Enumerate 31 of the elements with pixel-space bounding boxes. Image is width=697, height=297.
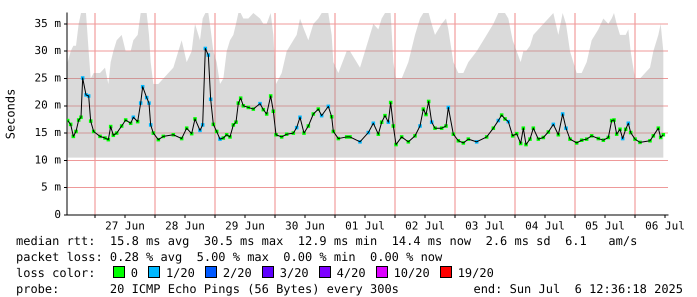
y-tick-label: 0	[54, 208, 61, 221]
y-tick-label: 15 m	[34, 126, 62, 139]
legend-label: 0	[130, 266, 138, 280]
x-tick-label: 06 Jul	[645, 219, 685, 232]
text: median rtt: 15.8 ms avg 30.5 ms max 12.9 ms min 14.4 ms now 2.6 ms sd 6.1 am/s	[16, 233, 638, 249]
y-tick-label: 30 m	[34, 44, 62, 58]
y-tick-label: 10 m	[34, 153, 62, 166]
text: probe: 20 ICMP Echo Pings (56 Bytes) every 300s	[16, 281, 399, 297]
legend-label: 10/20	[394, 266, 430, 280]
legend-label: 1/20	[166, 266, 195, 280]
y-tick-label: 25 m	[34, 71, 62, 84]
x-tick-label: 28 Jun	[165, 219, 205, 232]
legend-label: 4/20	[336, 266, 366, 280]
x-tick-label: 04 Jul	[525, 219, 565, 232]
x-tick-label: 01 Jul	[345, 219, 385, 232]
text: packet loss: 0.28 % avg 5.00 % max 0.00 % min 0.00 % now	[16, 249, 444, 265]
y-tick-label: 20 m	[34, 98, 62, 112]
y-tick-label: 35 m	[34, 16, 62, 30]
legend-label: 19/20	[458, 266, 494, 280]
x-tick-label: 29 Jun	[225, 219, 265, 232]
x-tick-label: 03 Jul	[465, 219, 505, 232]
x-tick-label: 27 Jun	[105, 219, 145, 232]
x-tick-label: 05 Jul	[585, 219, 625, 232]
legend-label: 3/20	[280, 266, 309, 280]
x-tick-label: 02 Jul	[405, 219, 445, 232]
y-axis-title: Seconds	[3, 88, 18, 140]
text: end: Sun Jul 6 12:36:18 2025	[473, 281, 683, 297]
legend-title: loss color:	[16, 266, 96, 280]
y-tick-label: 5 m	[41, 180, 62, 194]
legend-label: 2/20	[222, 266, 252, 280]
x-tick-label: 30 Jun	[285, 219, 325, 232]
